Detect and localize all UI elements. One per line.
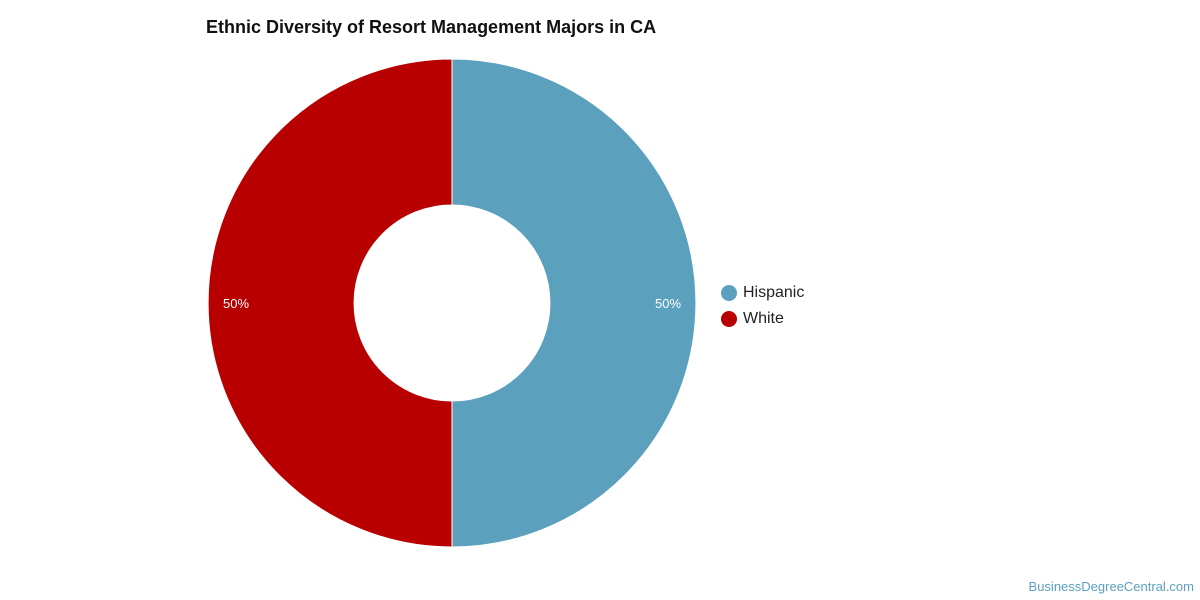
legend-item-white[interactable]: White	[721, 306, 804, 332]
slice-label-hispanic: 50%	[655, 296, 681, 311]
slice-white[interactable]	[207, 58, 453, 548]
chart-title: Ethnic Diversity of Resort Management Ma…	[206, 17, 657, 37]
legend-swatch-white	[721, 311, 737, 327]
legend-label-white: White	[743, 310, 784, 327]
slice-label-white: 50%	[223, 296, 249, 311]
legend: Hispanic White	[721, 280, 804, 332]
legend-item-hispanic[interactable]: Hispanic	[721, 280, 804, 306]
slice-hispanic[interactable]	[451, 58, 697, 548]
legend-swatch-hispanic	[721, 285, 737, 301]
legend-label-hispanic: Hispanic	[743, 284, 805, 301]
watermark[interactable]: BusinessDegreeCentral.com	[1028, 579, 1194, 594]
